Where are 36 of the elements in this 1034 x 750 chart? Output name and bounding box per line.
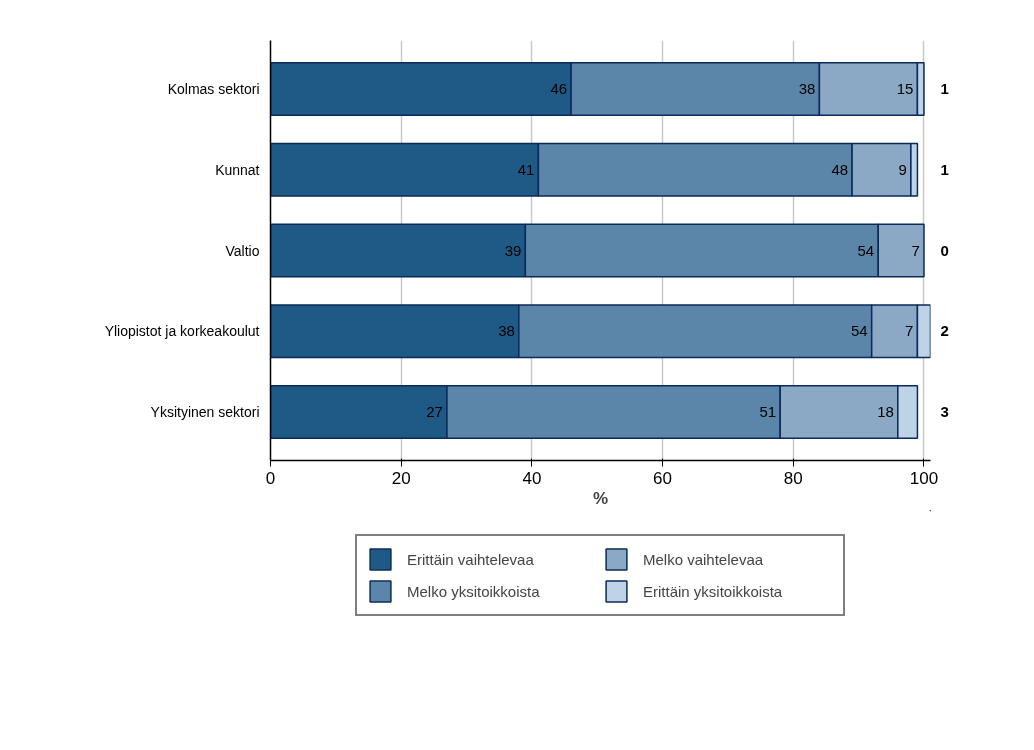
x-tick-label: 20 xyxy=(391,468,411,488)
y-tick-label: Yliopistot ja korkeakoulut xyxy=(104,323,260,340)
data-label: 1 xyxy=(940,79,949,97)
data-label: 54 xyxy=(857,241,875,259)
y-tick-label: Kolmas sektori xyxy=(167,80,260,97)
data-label: 39 xyxy=(504,241,522,259)
y-tick-label: Valtio xyxy=(225,242,260,259)
x-tick-label: 40 xyxy=(522,468,542,488)
data-label: 48 xyxy=(831,160,849,178)
data-label: 2 xyxy=(940,322,949,340)
data-label: 15 xyxy=(896,79,914,97)
data-label: 27 xyxy=(426,403,443,421)
data-label: 9 xyxy=(898,160,907,178)
x-tick-label: 0 xyxy=(265,468,276,488)
y-tick-label: Kunnat xyxy=(215,161,260,178)
data-label: 1 xyxy=(940,160,949,178)
legend-label: Melko vaihtelevaa xyxy=(643,550,765,568)
data-label: 38 xyxy=(798,79,816,97)
x-axis-title: % xyxy=(592,488,609,508)
legend-label: Erittäin vaihtelevaa xyxy=(407,550,535,568)
data-label: 54 xyxy=(851,322,868,340)
data-label: 7 xyxy=(911,241,920,259)
x-tick-label: 100 xyxy=(909,468,939,488)
data-label: 0 xyxy=(940,241,949,259)
y-tick-label: Yksityinen sektori xyxy=(150,404,260,421)
x-tick-label: 60 xyxy=(653,468,673,488)
x-tick-label: 80 xyxy=(783,468,803,488)
data-label: 51 xyxy=(759,403,777,421)
data-label: 18 xyxy=(877,403,894,421)
data-label: 38 xyxy=(498,322,515,340)
legend-label: Erittäin yksitoikkoista xyxy=(643,582,784,600)
data-label: 46 xyxy=(550,79,568,97)
data-label: 41 xyxy=(517,160,535,178)
legend-label: Melko yksitoikkoista xyxy=(407,582,541,600)
data-label: 3 xyxy=(940,403,949,421)
data-label: 7 xyxy=(905,322,914,340)
